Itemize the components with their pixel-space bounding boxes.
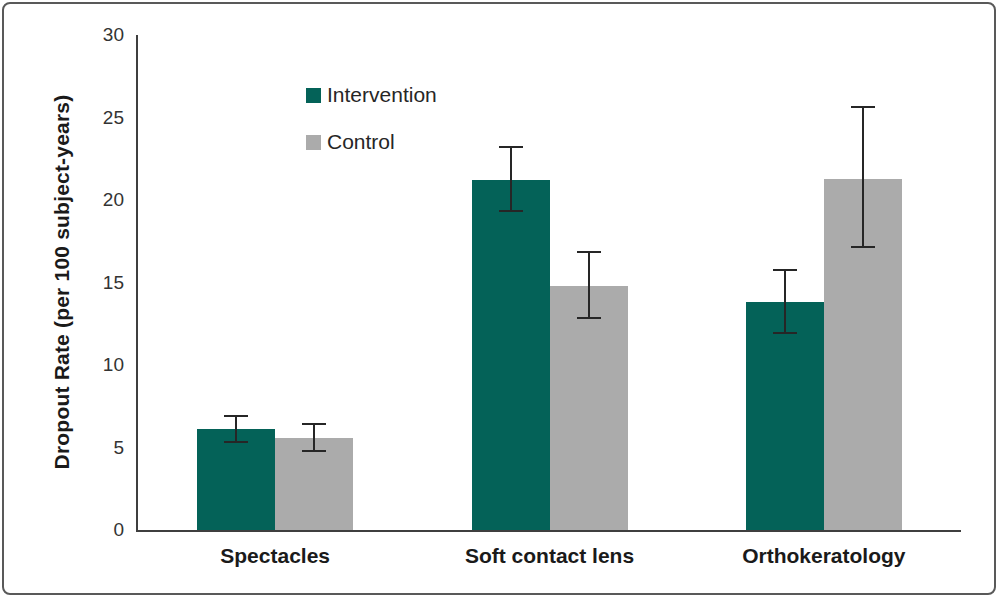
error-bar-cap-top bbox=[773, 269, 797, 271]
error-bar-line bbox=[784, 269, 786, 333]
x-axis-labels: Spectacles Soft contact lens Orthokeratolo… bbox=[4, 544, 1000, 574]
error-bar-cap-top bbox=[224, 415, 248, 417]
y-tick-label-20: 20 bbox=[4, 190, 124, 210]
error-bar-line bbox=[862, 106, 864, 248]
error-bar-cap-bottom bbox=[577, 317, 601, 319]
error-bar-cap-bottom bbox=[499, 210, 523, 212]
control-swatch-icon bbox=[306, 135, 321, 150]
plot-area: Intervention Control bbox=[136, 35, 961, 532]
x-axis-label-soft-contact-lens: Soft contact lens bbox=[465, 544, 634, 568]
error-bar-cap-top bbox=[577, 251, 601, 253]
bar-control-soft-contact-lens bbox=[550, 286, 628, 530]
error-bar-line bbox=[235, 415, 237, 443]
y-tick-label-5: 5 bbox=[4, 438, 124, 458]
y-tick-label-0: 0 bbox=[4, 520, 124, 540]
x-axis-label-orthokeratology: Orthokeratology bbox=[742, 544, 905, 568]
error-bar-cap-bottom bbox=[302, 450, 326, 452]
y-tick-label-15: 15 bbox=[4, 273, 124, 293]
legend-entry-control: Control bbox=[306, 128, 437, 156]
bar-intervention-soft-contact-lens bbox=[472, 180, 550, 530]
legend: Intervention Control bbox=[306, 81, 437, 156]
legend-label-control: Control bbox=[327, 130, 395, 154]
chart-frame: Dropout Rate (per 100 subject-years) 051… bbox=[2, 2, 996, 595]
error-bar-cap-top bbox=[499, 146, 523, 148]
error-bar-cap-bottom bbox=[224, 441, 248, 443]
y-axis-tick-labels: 051015202530 bbox=[4, 35, 124, 532]
y-tick-label-10: 10 bbox=[4, 355, 124, 375]
bar-intervention-orthokeratology bbox=[746, 302, 824, 530]
error-bar-line bbox=[313, 423, 315, 453]
bar-intervention-spectacles bbox=[197, 429, 275, 530]
x-axis-label-spectacles: Spectacles bbox=[220, 544, 330, 568]
legend-label-intervention: Intervention bbox=[327, 83, 437, 107]
error-bar-line bbox=[510, 146, 512, 212]
error-bar-cap-top bbox=[851, 106, 875, 108]
y-tick-label-30: 30 bbox=[4, 25, 124, 45]
legend-entry-intervention: Intervention bbox=[306, 81, 437, 109]
error-bar-cap-bottom bbox=[773, 332, 797, 334]
y-tick-label-25: 25 bbox=[4, 108, 124, 128]
error-bar-line bbox=[588, 251, 590, 319]
intervention-swatch-icon bbox=[306, 88, 321, 103]
error-bar-cap-bottom bbox=[851, 246, 875, 248]
error-bar-cap-top bbox=[302, 423, 326, 425]
